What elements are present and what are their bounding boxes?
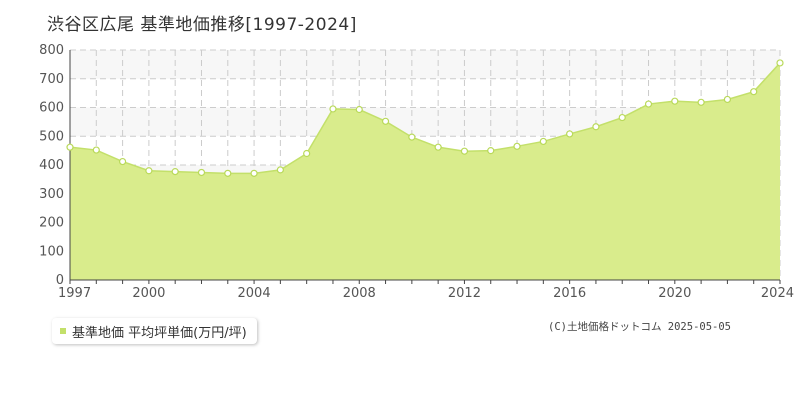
legend-label: 基準地価 平均坪単価(万円/坪) xyxy=(72,325,247,341)
x-tick-label: 1997 xyxy=(58,286,91,301)
data-point xyxy=(671,97,679,105)
x-tick-label: 2000 xyxy=(132,286,165,301)
x-tick-label: 2024 xyxy=(761,286,794,301)
y-tick-label: 700 xyxy=(39,72,64,87)
y-tick-label: 0 xyxy=(56,273,64,288)
data-point xyxy=(66,143,74,151)
data-point xyxy=(171,168,179,176)
data-point xyxy=(408,133,416,141)
y-tick-label: 200 xyxy=(39,216,64,231)
y-tick-label: 100 xyxy=(39,244,64,259)
x-tick-label: 2020 xyxy=(658,286,691,301)
data-point xyxy=(145,167,153,175)
y-tick-label: 300 xyxy=(39,187,64,202)
data-point xyxy=(381,117,390,125)
axes xyxy=(69,50,781,284)
x-tick-label: 2004 xyxy=(238,286,271,301)
credit-text: (C)土地価格ドットコム 2025-05-05 xyxy=(548,321,732,333)
data-points xyxy=(66,59,784,177)
series-area xyxy=(70,62,780,280)
legend-swatch xyxy=(60,328,66,334)
data-point xyxy=(303,149,311,158)
y-tick-label: 600 xyxy=(39,101,64,116)
data-point xyxy=(276,166,284,174)
y-tick-label: 500 xyxy=(39,129,64,144)
legend: 基準地価 平均坪単価(万円/坪) xyxy=(52,318,257,344)
data-point xyxy=(460,147,469,155)
data-point xyxy=(566,130,574,138)
data-point xyxy=(329,105,337,113)
data-point xyxy=(618,113,626,122)
x-tick-label: 2012 xyxy=(448,286,481,301)
data-point xyxy=(118,157,127,166)
y-tick-label: 400 xyxy=(39,158,64,173)
chart-title: 渋谷区広尾 基準地価推移[1997-2024] xyxy=(47,15,357,35)
x-tick-label: 2016 xyxy=(553,286,586,301)
data-point xyxy=(723,95,732,104)
data-point xyxy=(539,137,547,146)
data-point xyxy=(776,59,784,67)
y-tick-label: 800 xyxy=(39,43,64,58)
x-tick-label: 2008 xyxy=(343,286,376,301)
data-point xyxy=(355,105,363,114)
data-point xyxy=(434,143,442,151)
data-point xyxy=(92,146,100,154)
data-point xyxy=(697,98,705,106)
area-layer xyxy=(69,62,781,280)
data-point xyxy=(592,123,600,131)
x-tick-labels: 1997 2000 2004 2008 2012 2016 2020 2024 xyxy=(58,286,794,301)
data-point xyxy=(197,168,206,177)
data-point xyxy=(513,142,521,150)
data-point xyxy=(644,100,653,108)
series-line xyxy=(69,62,781,175)
data-point xyxy=(250,169,258,177)
data-point xyxy=(750,88,758,96)
grid-band xyxy=(70,50,780,79)
data-point xyxy=(224,169,232,177)
data-point xyxy=(487,147,495,155)
y-tick-labels: 0 100 200 300 400 500 600 700 800 xyxy=(39,43,64,288)
